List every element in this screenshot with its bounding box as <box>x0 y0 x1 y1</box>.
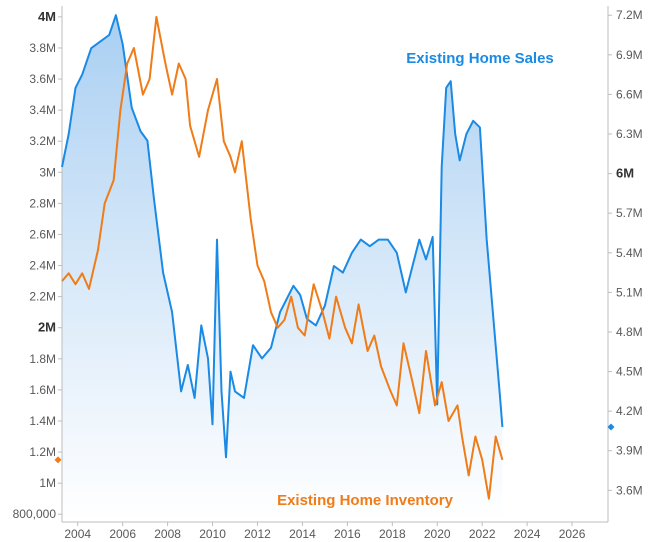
left-tick-label: 3M <box>39 165 56 179</box>
right-tick-label: 6.6M <box>616 87 643 101</box>
left-tick-label: 2M <box>38 320 56 335</box>
left-tick-label: 1.2M <box>29 445 56 459</box>
x-tick-label: 2012 <box>244 527 271 541</box>
existing-home-inventory-last-value-marker <box>54 456 62 464</box>
left-tick-label: 3.8M <box>29 41 56 55</box>
left-tick-label: 800,000 <box>13 507 57 521</box>
x-tick-label: 2014 <box>289 527 316 541</box>
left-tick-label: 2.6M <box>29 227 56 241</box>
series-label-sales: Existing Home Sales <box>406 50 554 67</box>
right-tick-label: 5.4M <box>616 246 643 260</box>
series-lines-layer <box>61 14 504 500</box>
left-tick-label: 3.4M <box>29 103 56 117</box>
x-tick-label: 2020 <box>424 527 451 541</box>
right-tick-label: 4.5M <box>616 365 643 379</box>
x-tick-label: 2008 <box>154 527 181 541</box>
right-tick-label: 3.9M <box>616 444 643 458</box>
left-tick-label: 1.8M <box>29 352 56 366</box>
series-label-inventory: Existing Home Inventory <box>277 492 454 509</box>
left-tick-label: 1M <box>39 476 56 490</box>
right-tick-label: 5.1M <box>616 285 643 299</box>
last-value-markers <box>54 423 615 464</box>
x-tick-label: 2024 <box>514 527 541 541</box>
left-tick-label: 1.6M <box>29 383 56 397</box>
right-tick-label: 7.2M <box>616 8 643 22</box>
left-tick-label: 1.4M <box>29 414 56 428</box>
right-tick-label: 5.7M <box>616 206 643 220</box>
existing-home-sales-line <box>61 14 504 459</box>
x-tick-label: 2006 <box>109 527 136 541</box>
axes-layer: 800,000 1M 1.2M 1.4M 1.6M 1.8M 2M 2.2M 2.4M 2.6M 2… <box>13 6 643 541</box>
x-tick-label: 2026 <box>559 527 586 541</box>
right-tick-label: 6.3M <box>616 127 643 141</box>
left-tick-label: 3.2M <box>29 134 56 148</box>
x-tick-label: 2010 <box>199 527 226 541</box>
left-tick-label: 3.6M <box>29 72 56 86</box>
x-tick-label: 2022 <box>469 527 496 541</box>
right-tick-label: 6.9M <box>616 48 643 62</box>
sales-area-layer <box>62 15 503 522</box>
left-tick-label: 4M <box>38 9 56 24</box>
right-tick-label: 4.8M <box>616 325 643 339</box>
x-tick-label: 2016 <box>334 527 361 541</box>
existing-home-sales-last-value-marker <box>607 423 615 431</box>
x-tick-label: 2004 <box>64 527 91 541</box>
left-tick-label: 2.4M <box>29 259 56 273</box>
left-tick-label: 2.2M <box>29 290 56 304</box>
right-tick-label: 3.6M <box>616 483 643 497</box>
existing-home-inventory-line <box>61 15 504 500</box>
left-tick-label: 2.8M <box>29 196 56 210</box>
existing-home-sales-area <box>62 15 503 522</box>
right-tick-label: 4.2M <box>616 404 643 418</box>
right-tick-label: 6M <box>616 166 634 181</box>
x-tick-label: 2018 <box>379 527 406 541</box>
